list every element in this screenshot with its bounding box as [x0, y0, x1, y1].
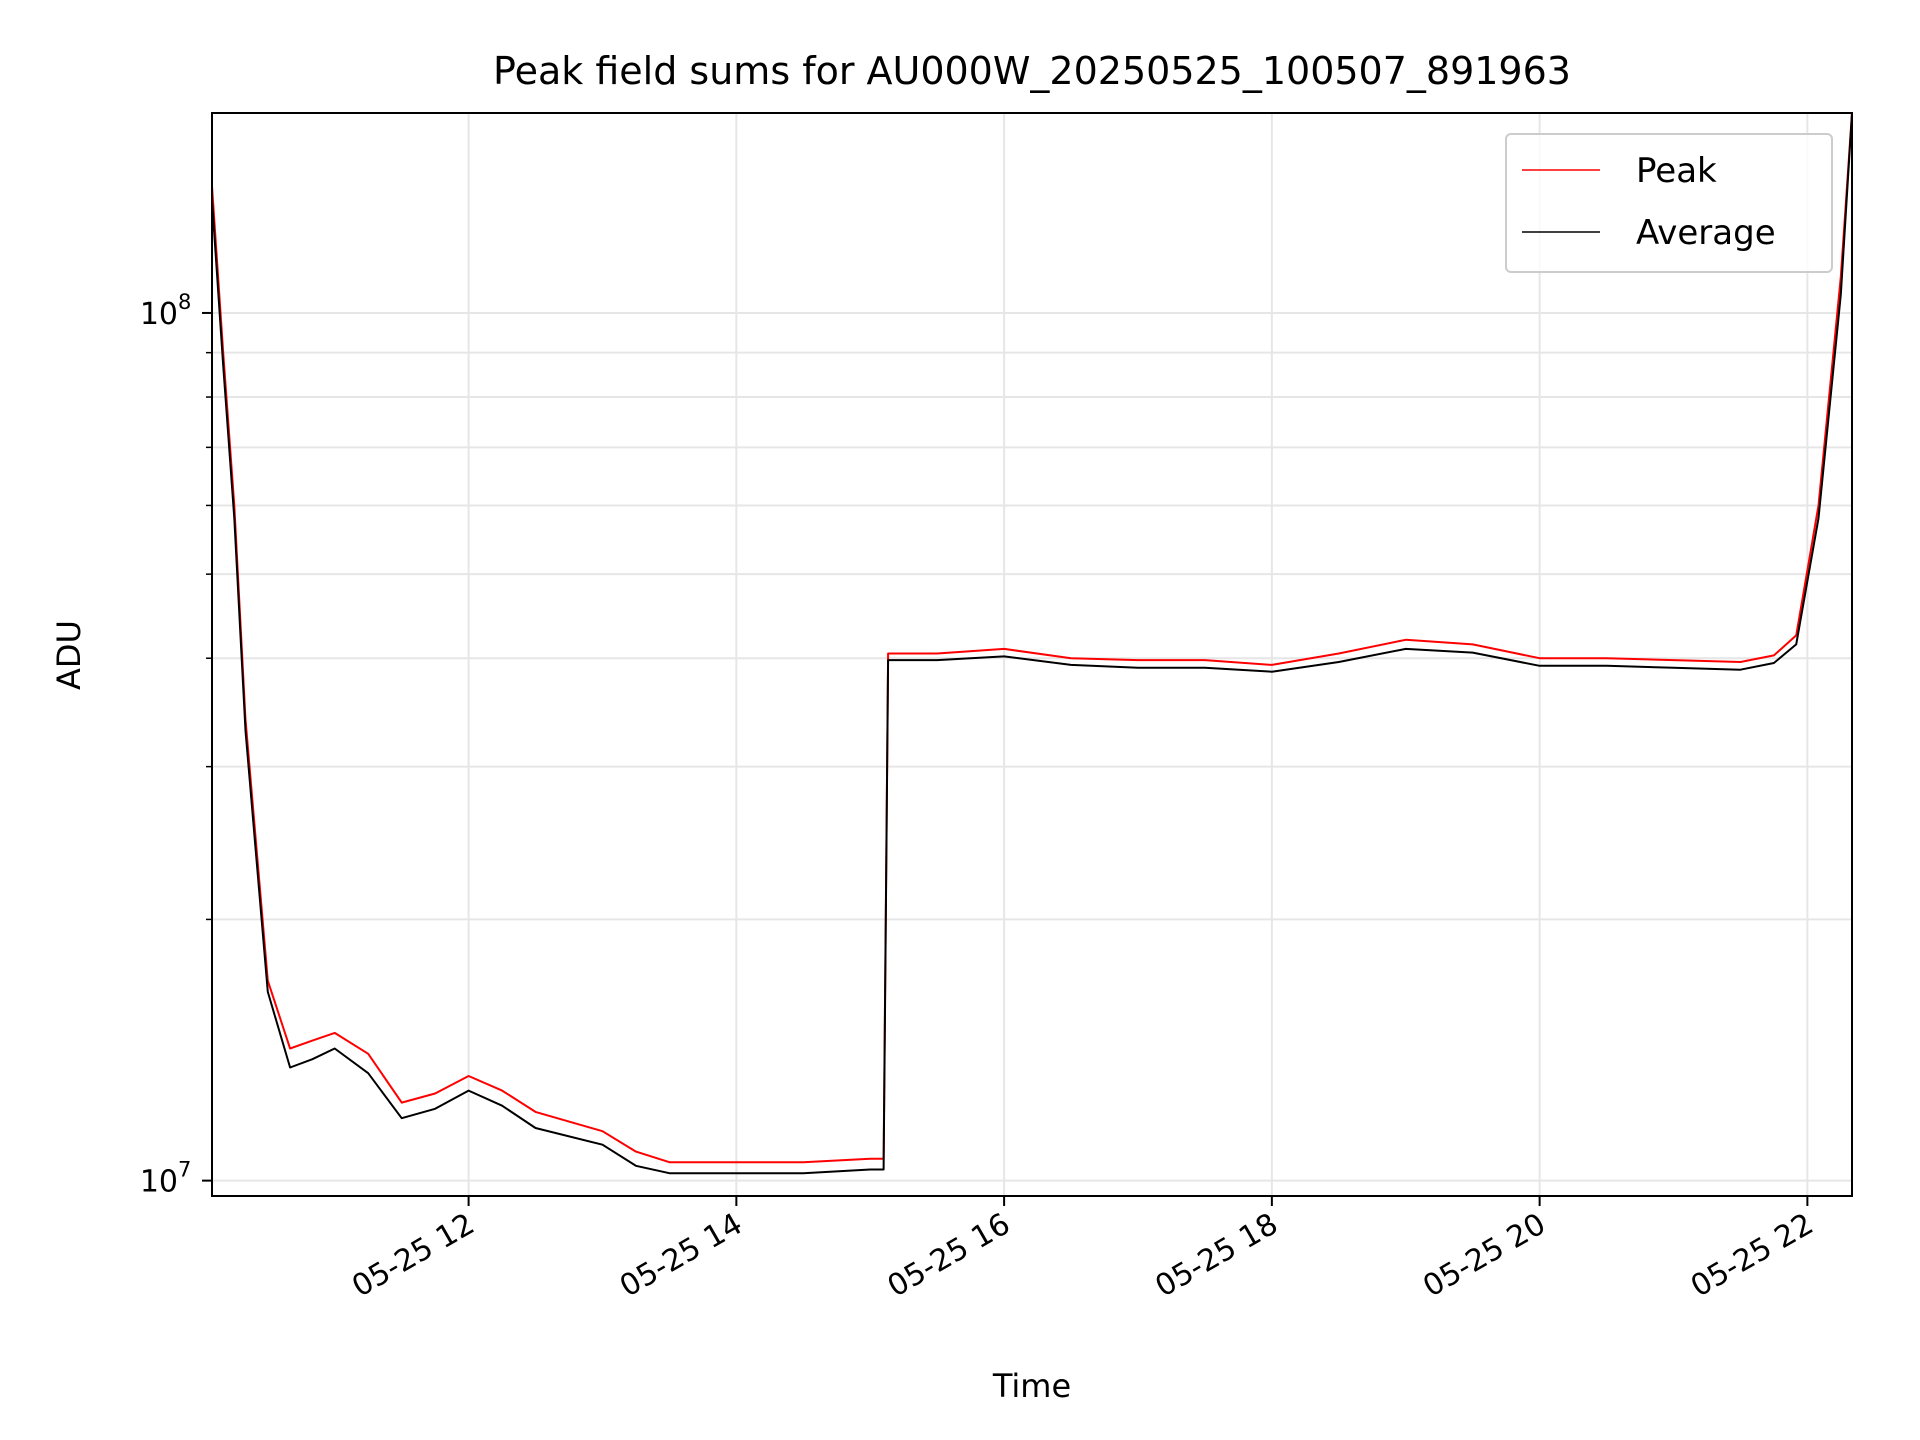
grid [212, 113, 1852, 1196]
legend-label-average: Average [1636, 213, 1776, 253]
series-layer [211, 112, 1853, 1175]
series-line-peak [211, 112, 1853, 1164]
legend-label-peak: Peak [1636, 151, 1717, 191]
chart-title: Peak field sums for AU000W_20250525_1005… [493, 49, 1571, 93]
x-axis-label: Time [992, 1367, 1071, 1405]
y-tick-label: 10 [140, 297, 178, 332]
series-line-average [211, 112, 1853, 1175]
legend-box [1505, 133, 1833, 273]
y-tick-base: 10 [140, 297, 178, 332]
y-axis-label: ADU [50, 620, 88, 690]
y-tick-exponent: 7 [178, 1158, 191, 1182]
legend: Peak Average [1505, 133, 1833, 273]
y-tick-base: 10 [140, 1165, 178, 1200]
plot-frame [211, 112, 1853, 1197]
y-tick-label: 10 [140, 1165, 178, 1200]
y-tick-exponent: 8 [178, 290, 191, 314]
